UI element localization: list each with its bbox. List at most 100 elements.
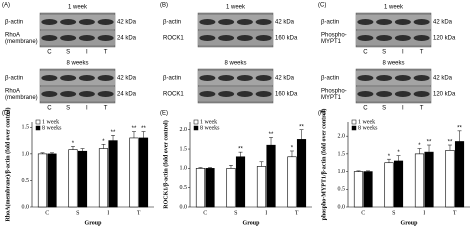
bar bbox=[77, 150, 88, 208]
row-label: β-actin bbox=[321, 76, 339, 82]
blot-strip bbox=[198, 15, 273, 29]
error-bar bbox=[447, 144, 452, 151]
bar bbox=[98, 148, 109, 208]
band bbox=[394, 35, 411, 41]
blot-strip bbox=[40, 15, 115, 29]
x-tick-label: C bbox=[45, 210, 49, 216]
bar bbox=[353, 171, 364, 208]
band bbox=[376, 19, 393, 25]
row-label: MYPT1 bbox=[321, 95, 342, 101]
legend-label: 8 weeks bbox=[358, 125, 378, 131]
band-size: 120 kDa bbox=[433, 92, 456, 98]
band bbox=[236, 35, 253, 41]
significance: ** bbox=[457, 125, 462, 131]
legend-swatch bbox=[35, 119, 41, 125]
bar bbox=[363, 171, 373, 208]
band bbox=[413, 35, 430, 41]
band bbox=[394, 19, 411, 25]
x-tick-label: C bbox=[361, 210, 365, 216]
row-label: β-actin bbox=[163, 20, 181, 26]
band bbox=[376, 91, 393, 97]
lane-label: T bbox=[420, 106, 424, 112]
y-tick-label: 1.5 bbox=[22, 125, 30, 131]
row-label: MYPT1 bbox=[321, 39, 342, 45]
band-size: 24 kDa bbox=[117, 36, 137, 42]
x-tick-label: C bbox=[203, 210, 207, 216]
row-label: Phospho- bbox=[321, 32, 347, 38]
bar bbox=[129, 137, 139, 208]
blot-strip bbox=[40, 87, 115, 101]
error-bar bbox=[396, 155, 401, 161]
band bbox=[357, 91, 374, 97]
band bbox=[394, 91, 411, 97]
legend-label: 1 week bbox=[358, 119, 375, 125]
bar bbox=[287, 156, 297, 208]
lane-label: T bbox=[420, 50, 424, 56]
y-tick-label: 0.5 bbox=[338, 187, 346, 193]
bar bbox=[454, 141, 465, 208]
lane-label: S bbox=[66, 106, 70, 112]
bar bbox=[414, 153, 425, 208]
y-tick-label: 2.0 bbox=[180, 127, 188, 133]
y-tick-label: 1.0 bbox=[22, 151, 30, 157]
row-label: β-actin bbox=[5, 20, 23, 26]
panel-label: (C) bbox=[318, 3, 326, 9]
bar bbox=[296, 139, 307, 208]
error-bar bbox=[299, 129, 304, 140]
row-label: RhoA bbox=[5, 32, 20, 38]
band-size: 42 kDa bbox=[275, 20, 295, 26]
blot-strip bbox=[198, 87, 273, 101]
x-tick-label: S bbox=[234, 210, 237, 216]
legend-swatch bbox=[351, 119, 357, 125]
row-label: β-actin bbox=[5, 76, 23, 82]
lane-label: C bbox=[363, 50, 368, 56]
x-tick-label: S bbox=[76, 210, 79, 216]
blot-strip bbox=[198, 31, 273, 45]
chart-title: (D) bbox=[2, 111, 10, 117]
blot-title: 1 week bbox=[384, 5, 404, 11]
band bbox=[376, 35, 393, 41]
band bbox=[376, 75, 393, 81]
bar bbox=[256, 166, 267, 208]
significance: ** bbox=[448, 140, 453, 146]
band bbox=[97, 75, 114, 81]
lane-label: I bbox=[86, 106, 88, 112]
x-axis-label: Group bbox=[85, 220, 103, 226]
band bbox=[218, 91, 235, 97]
band-size: 42 kDa bbox=[117, 76, 137, 82]
error-bar bbox=[269, 137, 274, 146]
band bbox=[357, 19, 374, 25]
significance: ** bbox=[269, 132, 274, 138]
band bbox=[255, 75, 272, 81]
lane-label: S bbox=[382, 106, 386, 112]
significance: ** bbox=[238, 147, 243, 153]
bar bbox=[37, 153, 48, 208]
bar bbox=[138, 137, 149, 208]
y-tick-label: 0.0 bbox=[22, 204, 30, 210]
y-axis-label: ROCK1/β-actin (fold over control) bbox=[162, 120, 169, 208]
error-bar bbox=[50, 152, 55, 154]
blot-title: 1 week bbox=[68, 5, 88, 11]
band-size: 160 kDa bbox=[275, 36, 298, 42]
band bbox=[199, 19, 216, 25]
band bbox=[97, 91, 114, 97]
error-bar bbox=[70, 146, 75, 150]
band-size: 42 kDa bbox=[117, 20, 137, 26]
blot-title: 8 weeks bbox=[66, 61, 88, 67]
band bbox=[60, 19, 77, 25]
y-tick-label: 1.0 bbox=[338, 169, 346, 175]
band bbox=[41, 75, 58, 81]
significance: ** bbox=[299, 124, 304, 130]
band-size: 42 kDa bbox=[433, 20, 453, 26]
band bbox=[357, 75, 374, 81]
x-axis-label: Group bbox=[401, 220, 419, 226]
row-label: β-actin bbox=[321, 20, 339, 26]
y-tick-label: 1.5 bbox=[338, 151, 346, 157]
bar bbox=[226, 168, 236, 208]
significance: ** bbox=[427, 140, 432, 146]
error-bar bbox=[238, 151, 243, 157]
bar bbox=[445, 150, 455, 208]
lane-label: S bbox=[66, 50, 70, 56]
error-bar bbox=[228, 165, 233, 169]
band bbox=[394, 75, 411, 81]
